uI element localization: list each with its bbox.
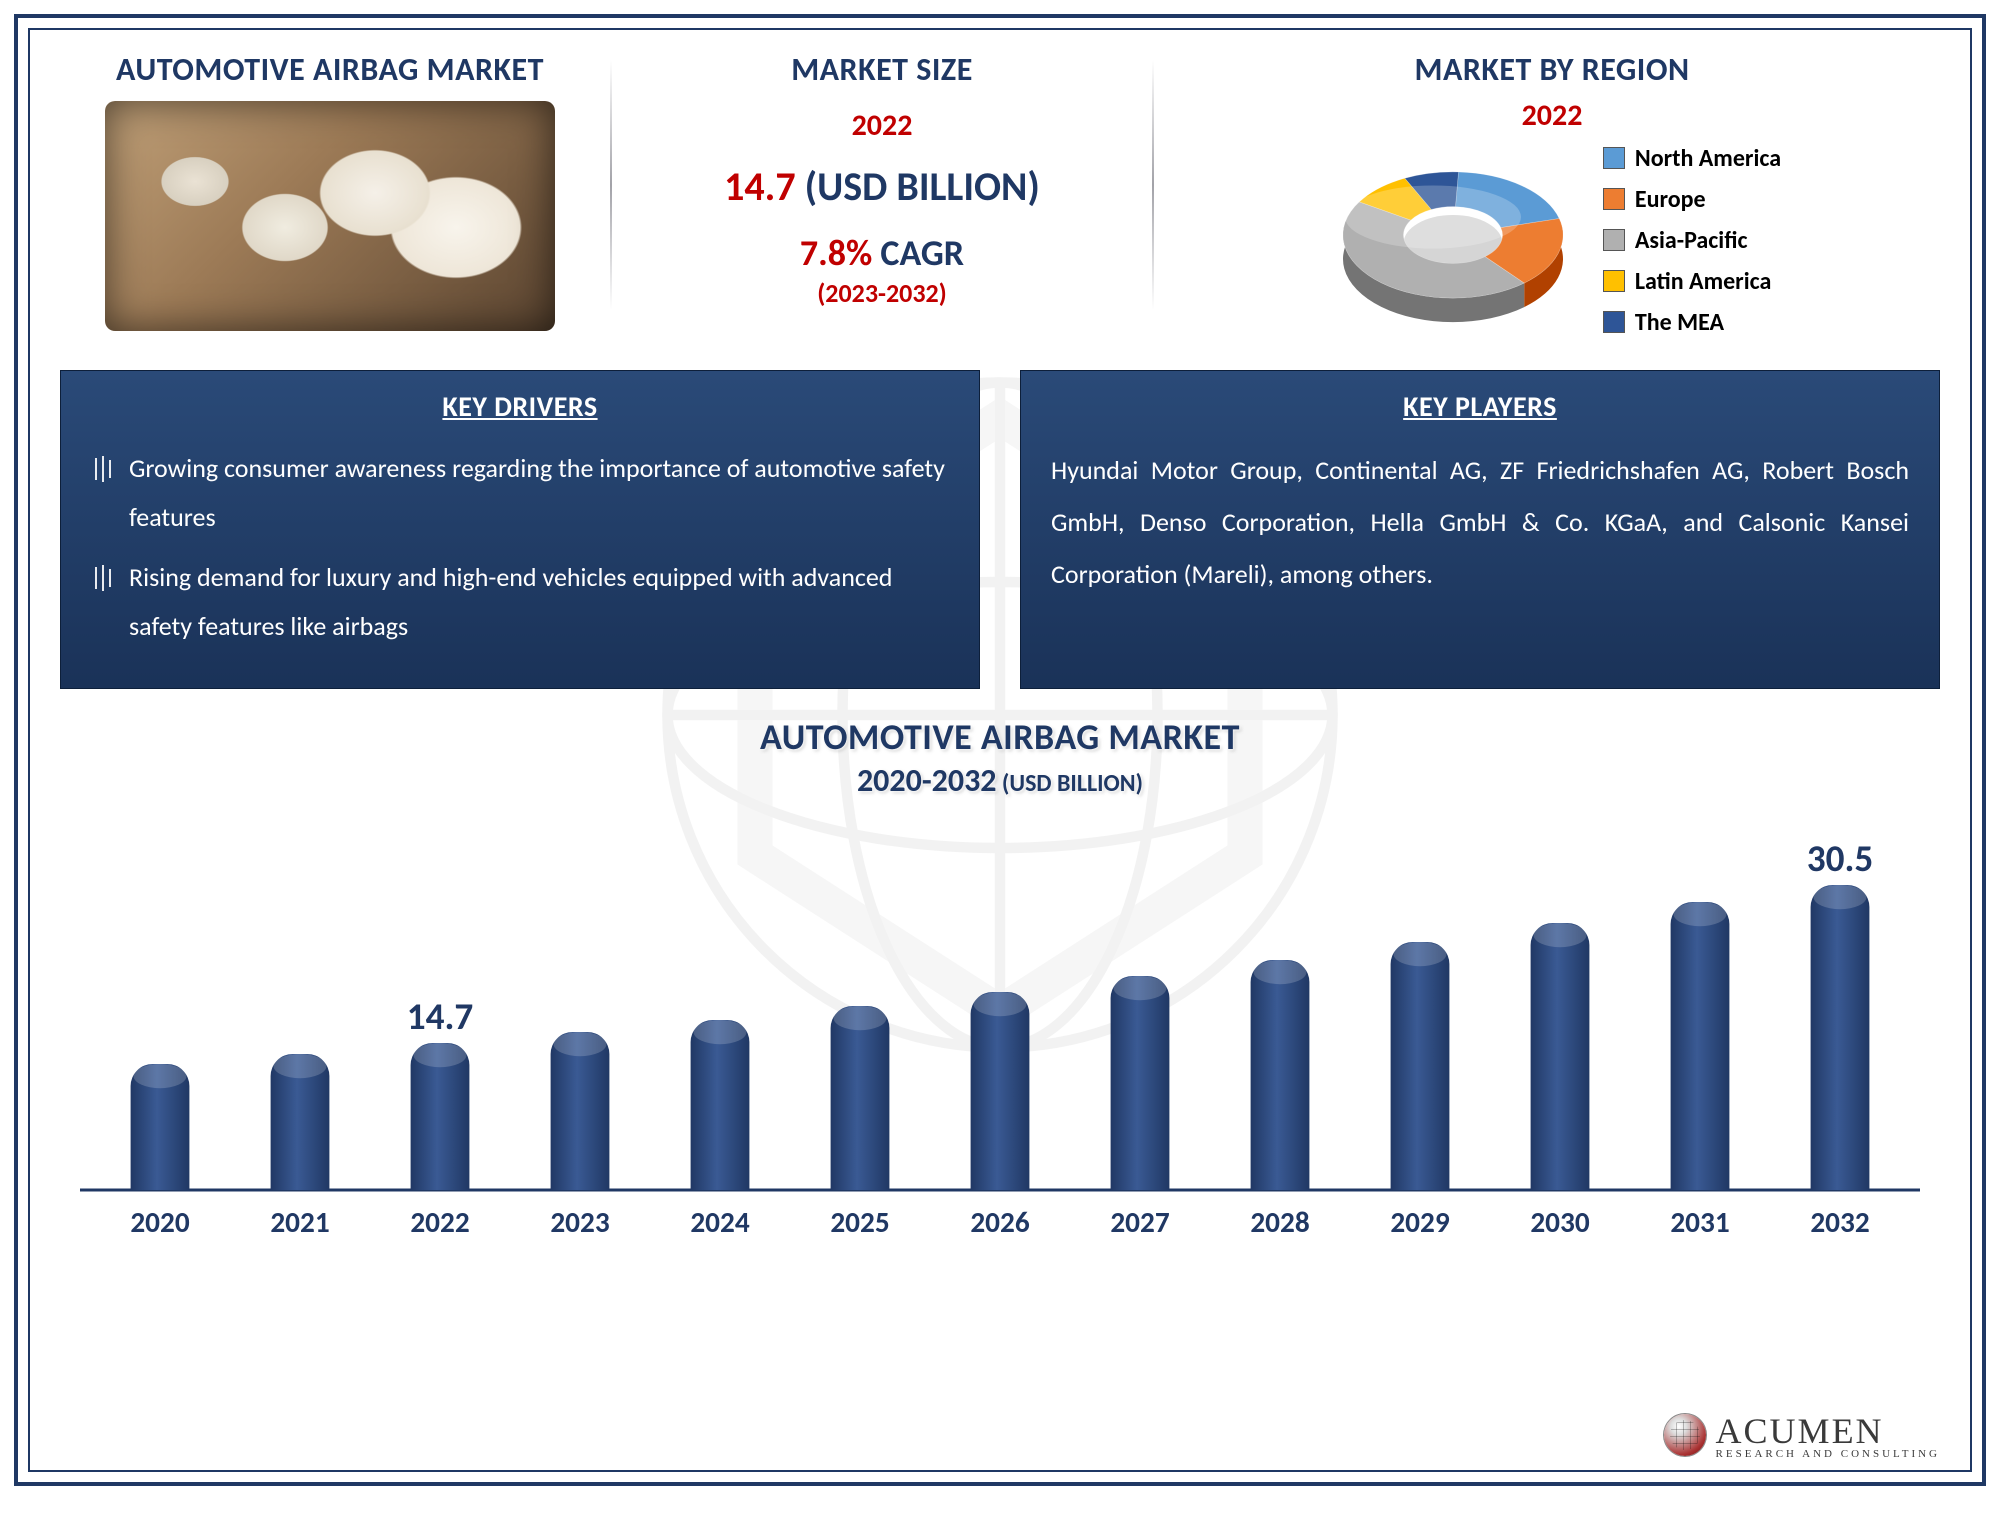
bullet-icon <box>91 454 115 484</box>
svg-text:2030: 2030 <box>1530 1204 1589 1240</box>
key-players-title: KEY PLAYERS <box>1051 389 1909 424</box>
divider-2 <box>1152 60 1154 310</box>
svg-text:2022: 2022 <box>410 1204 469 1240</box>
legend-label: Latin America <box>1635 267 1771 296</box>
legend-swatch <box>1603 270 1625 292</box>
region-title: MARKET BY REGION <box>1414 50 1689 89</box>
info-boxes-row: KEY DRIVERS Growing consumer awareness r… <box>60 370 1940 689</box>
driver-text: Growing consumer awareness regarding the… <box>129 444 949 543</box>
legend-item: Asia-Pacific <box>1603 226 1781 255</box>
svg-text:2027: 2027 <box>1110 1204 1169 1240</box>
bar-chart-years: 2020-2032 <box>857 761 997 800</box>
legend-label: North America <box>1635 144 1781 173</box>
inner-frame: AUTOMOTIVE AIRBAG MARKET MARKET SIZE 202… <box>28 28 1972 1472</box>
driver-text: Rising demand for luxury and high-end ve… <box>129 553 949 652</box>
logo-globe-icon <box>1664 1414 1706 1456</box>
legend-swatch <box>1603 229 1625 251</box>
key-players-box: KEY PLAYERS Hyundai Motor Group, Contine… <box>1020 370 1940 689</box>
legend-swatch <box>1603 311 1625 333</box>
bar-chart: 2020 2021 2022 14.7 2023 2024 2025 2026 2027 2028… <box>60 820 1940 1250</box>
driver-item: Growing consumer awareness regarding the… <box>91 444 949 543</box>
top-summary-row: AUTOMOTIVE AIRBAG MARKET MARKET SIZE 202… <box>60 50 1940 360</box>
cagr-period: (2023-2032) <box>817 277 947 309</box>
market-size-title: MARKET SIZE <box>791 50 973 89</box>
key-drivers-title: KEY DRIVERS <box>91 389 949 424</box>
cagr-value: 7.8% <box>800 231 872 275</box>
bullet-icon <box>91 563 115 593</box>
product-title: AUTOMOTIVE AIRBAG MARKET <box>116 50 544 89</box>
market-value-number: 14.7 <box>724 162 796 211</box>
airbag-illustration <box>105 101 555 331</box>
logo-text: ACUMEN RESEARCH AND CONSULTING <box>1716 1410 1940 1460</box>
svg-text:14.7: 14.7 <box>407 995 474 1040</box>
brand-logo: ACUMEN RESEARCH AND CONSULTING <box>1664 1410 1940 1460</box>
logo-name: ACUMEN <box>1716 1411 1884 1451</box>
svg-text:2025: 2025 <box>830 1204 889 1240</box>
svg-text:30.5: 30.5 <box>1807 837 1874 882</box>
col-product: AUTOMOTIVE AIRBAG MARKET <box>60 50 600 331</box>
region-legend: North America Europe Asia-Pacific Latin Ame… <box>1603 144 1781 337</box>
svg-text:2021: 2021 <box>270 1204 329 1240</box>
region-donut-chart <box>1323 140 1583 340</box>
market-size-year: 2022 <box>852 107 913 144</box>
legend-label: Asia-Pacific <box>1635 226 1748 255</box>
svg-text:2032: 2032 <box>1810 1204 1869 1240</box>
svg-text:2020: 2020 <box>130 1204 189 1240</box>
legend-swatch <box>1603 188 1625 210</box>
legend-item: Latin America <box>1603 267 1781 296</box>
divider-1 <box>610 60 612 310</box>
driver-item: Rising demand for luxury and high-end ve… <box>91 553 949 652</box>
legend-item: North America <box>1603 144 1781 173</box>
region-chart-wrap: North America Europe Asia-Pacific Latin Ame… <box>1323 140 1781 340</box>
svg-text:2028: 2028 <box>1250 1204 1309 1240</box>
col-market-size: MARKET SIZE 2022 14.7 (USD BILLION) 7.8%… <box>622 50 1142 309</box>
bar-chart-title: AUTOMOTIVE AIRBAG MARKET <box>60 715 1940 759</box>
outer-frame: AUTOMOTIVE AIRBAG MARKET MARKET SIZE 202… <box>14 14 1986 1486</box>
key-drivers-box: KEY DRIVERS Growing consumer awareness r… <box>60 370 980 689</box>
logo-tagline: RESEARCH AND CONSULTING <box>1716 1448 1940 1460</box>
market-value-unit: (USD BILLION) <box>796 162 1040 211</box>
bar-chart-subtitle: 2020-2032 (USD BILLION) <box>60 761 1940 800</box>
cagr-line: 7.8% CAGR <box>800 231 964 275</box>
col-region: MARKET BY REGION 2022 North America Europ… <box>1164 50 1940 340</box>
legend-label: Europe <box>1635 185 1706 214</box>
legend-swatch <box>1603 147 1625 169</box>
svg-text:2024: 2024 <box>690 1204 749 1240</box>
market-size-value: 14.7 (USD BILLION) <box>724 162 1040 211</box>
bar-chart-section: AUTOMOTIVE AIRBAG MARKET 2020-2032 (USD … <box>60 715 1940 1255</box>
svg-text:2029: 2029 <box>1390 1204 1449 1240</box>
bar-chart-unit: (USD BILLION) <box>997 769 1144 798</box>
cagr-label: CAGR <box>872 231 964 275</box>
svg-text:2026: 2026 <box>970 1204 1029 1240</box>
legend-label: The MEA <box>1635 308 1724 337</box>
legend-item: Europe <box>1603 185 1781 214</box>
svg-text:2023: 2023 <box>550 1204 609 1240</box>
legend-item: The MEA <box>1603 308 1781 337</box>
key-players-text: Hyundai Motor Group, Continental AG, ZF … <box>1051 444 1909 600</box>
region-year: 2022 <box>1522 97 1583 134</box>
drivers-list: Growing consumer awareness regarding the… <box>91 444 949 652</box>
svg-text:2031: 2031 <box>1670 1204 1729 1240</box>
